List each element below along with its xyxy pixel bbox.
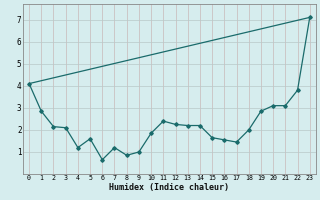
X-axis label: Humidex (Indice chaleur): Humidex (Indice chaleur): [109, 183, 229, 192]
